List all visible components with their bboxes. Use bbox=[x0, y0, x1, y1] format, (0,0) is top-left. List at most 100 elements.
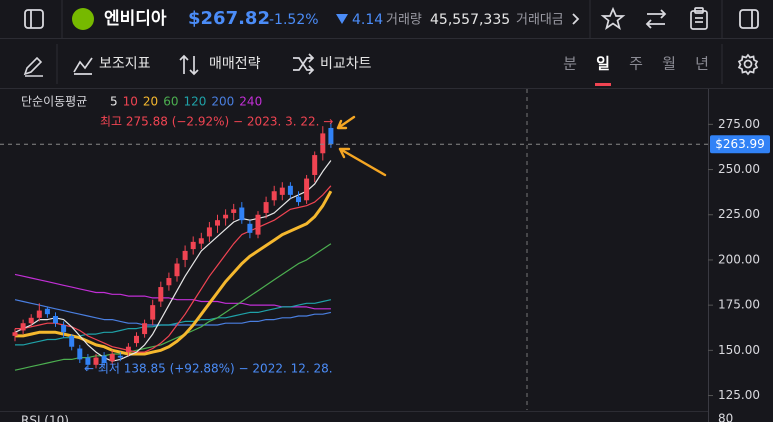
candle-body bbox=[174, 263, 180, 277]
change: 4.14 bbox=[352, 12, 383, 28]
y-tick-label: 125.00 bbox=[718, 388, 760, 402]
candle-body bbox=[28, 317, 34, 324]
candle-body bbox=[36, 310, 42, 318]
swap-button[interactable] bbox=[645, 9, 667, 29]
candle-body bbox=[271, 191, 277, 201]
candle-body bbox=[85, 357, 91, 365]
legend-entry: 60 bbox=[163, 95, 178, 109]
legend-entry: 200 bbox=[211, 95, 234, 109]
high-annotation: 최고 275.88 (−2.92%) − 2023. 3. 22. → bbox=[100, 115, 333, 129]
rsi-label: RSI (10) bbox=[21, 414, 69, 422]
candle-body bbox=[239, 207, 245, 221]
y-tick-label: 200.00 bbox=[718, 252, 760, 266]
candle-body bbox=[117, 355, 123, 358]
legend-entry: 10 bbox=[123, 95, 138, 109]
moving-average bbox=[15, 190, 333, 356]
draw-button[interactable] bbox=[23, 56, 43, 77]
candle-body bbox=[12, 332, 18, 336]
indicator-icon bbox=[73, 57, 93, 75]
legend-entry: 240 bbox=[239, 95, 262, 109]
period-tab[interactable]: 일 bbox=[596, 55, 610, 73]
tool-button[interactable]: 비교차트 bbox=[320, 56, 372, 72]
legend-entry: 5 bbox=[110, 95, 118, 109]
candle-body bbox=[312, 155, 318, 175]
selected-indicator bbox=[595, 83, 611, 86]
candle-body bbox=[77, 348, 83, 360]
y-tick-label: 150.00 bbox=[718, 343, 760, 357]
legend-entry: 120 bbox=[183, 95, 206, 109]
compare-icon bbox=[293, 53, 315, 75]
candle-body bbox=[279, 187, 285, 195]
favorite-button[interactable] bbox=[600, 6, 626, 31]
moving-average bbox=[14, 243, 332, 371]
moving-average bbox=[14, 160, 332, 362]
rsi-tick: 80 bbox=[718, 412, 733, 422]
stock-name[interactable]: 엔비디아 bbox=[104, 9, 167, 29]
candle-body bbox=[158, 287, 164, 302]
user-arrows bbox=[336, 115, 387, 177]
period-tab[interactable]: 월 bbox=[662, 55, 676, 73]
volume: 45,557,335 bbox=[430, 12, 510, 28]
candle-body bbox=[320, 133, 326, 154]
candle-body bbox=[304, 178, 310, 201]
candle-body bbox=[206, 227, 212, 237]
down-triangle bbox=[336, 14, 348, 24]
moving-average bbox=[15, 299, 332, 346]
candle-body bbox=[69, 335, 75, 347]
candle-body bbox=[328, 127, 334, 145]
price: $267.82 bbox=[188, 8, 270, 29]
candle-body bbox=[142, 323, 148, 335]
candle-body bbox=[296, 196, 301, 203]
candle-body bbox=[255, 214, 261, 235]
settings-button[interactable] bbox=[737, 53, 759, 76]
candle-body bbox=[247, 223, 253, 233]
y-tick-label: 275.00 bbox=[718, 117, 760, 131]
candle-body bbox=[44, 308, 50, 315]
price-chart: 125.00 150.00 175.00 200.00 225.00 250.00 275.… bbox=[0, 117, 760, 402]
moving-average bbox=[15, 185, 332, 353]
candle-body bbox=[198, 238, 204, 244]
candle-body bbox=[231, 209, 237, 213]
tool-button[interactable]: 보조지표 bbox=[99, 56, 151, 72]
candle-body bbox=[263, 202, 269, 213]
candle-body bbox=[20, 323, 26, 331]
legend-title: 단순이동평균 bbox=[21, 95, 87, 109]
candle-body bbox=[190, 241, 196, 250]
y-tick-label: 225.00 bbox=[718, 207, 760, 221]
candle-body bbox=[134, 335, 139, 344]
tool-button[interactable]: 매매전략 bbox=[209, 56, 261, 72]
legend-entry: 20 bbox=[143, 95, 158, 109]
period-tab[interactable]: 분 bbox=[563, 55, 577, 73]
volume-label: 거래량 bbox=[386, 13, 422, 28]
candle-body bbox=[53, 315, 58, 324]
amount-label: 거래대금 bbox=[516, 13, 564, 28]
stock-logo bbox=[72, 8, 94, 30]
change-pct: -1.52% bbox=[269, 12, 319, 28]
memo-button[interactable] bbox=[690, 7, 708, 30]
period-tab[interactable]: 주 bbox=[629, 55, 643, 73]
y-tick-label: 250.00 bbox=[718, 162, 760, 176]
candle-body bbox=[166, 278, 172, 286]
y-tick-label: 175.00 bbox=[718, 298, 760, 312]
moving-average bbox=[14, 299, 332, 326]
candle-body bbox=[101, 355, 107, 363]
panel-toggle[interactable] bbox=[739, 9, 759, 29]
candle-body bbox=[109, 353, 115, 362]
candle-body bbox=[125, 346, 131, 353]
sidebar-toggle[interactable] bbox=[24, 9, 44, 29]
candle-body bbox=[215, 220, 220, 226]
current-price-tag bbox=[710, 135, 770, 154]
strategy-icon bbox=[179, 54, 199, 76]
candle-body bbox=[182, 250, 188, 260]
candle-body bbox=[93, 357, 99, 365]
candle-body bbox=[150, 305, 156, 320]
candle-body bbox=[287, 185, 293, 195]
current-price-label: $263.99 bbox=[715, 137, 765, 151]
candle-body bbox=[223, 214, 229, 219]
candle-body bbox=[61, 325, 67, 333]
period-tab[interactable]: 년 bbox=[695, 55, 709, 73]
more-arrow[interactable] bbox=[572, 13, 580, 25]
